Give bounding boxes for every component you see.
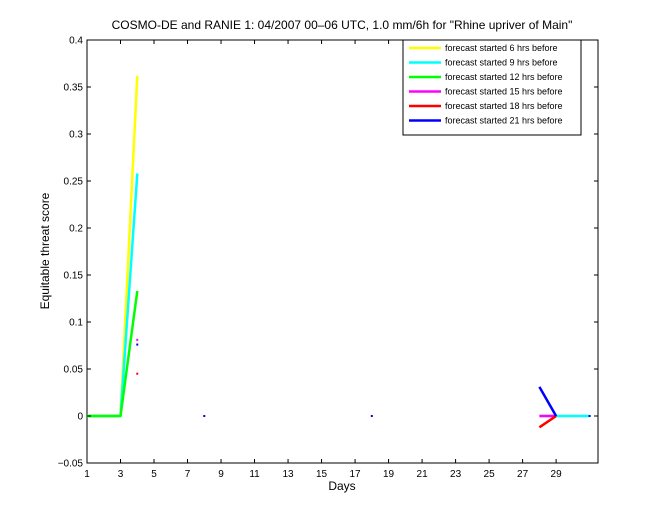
- legend-label: forecast started 18 hrs before: [445, 101, 563, 111]
- x-tick-label: 13: [282, 469, 294, 480]
- y-tick-label: 0.25: [64, 177, 84, 188]
- y-tick-label: 0.2: [69, 224, 83, 235]
- series-line: [538, 386, 558, 417]
- series-5: [136, 343, 591, 417]
- legend-label: forecast started 12 hrs before: [445, 72, 563, 82]
- x-tick-label: 1: [84, 469, 90, 480]
- legend-label: forecast started 15 hrs before: [445, 87, 563, 97]
- y-tick-label: 0.3: [69, 130, 83, 141]
- data-point: [588, 415, 591, 417]
- legend-label: forecast started 21 hrs before: [445, 116, 563, 126]
- x-tick-label: 15: [316, 469, 328, 480]
- x-tick-label: 21: [417, 469, 429, 480]
- series-2: [87, 290, 139, 418]
- x-tick-label: 29: [551, 469, 563, 480]
- x-tick-label: 11: [249, 469, 260, 480]
- x-tick-label: 3: [118, 469, 124, 480]
- x-tick-label: 19: [383, 469, 395, 480]
- y-tick-label: 0.4: [69, 36, 83, 47]
- data-point: [136, 338, 139, 341]
- y-tick-label: 0.35: [64, 83, 84, 94]
- chart-title: COSMO-DE and RANIE 1: 04/2007 00–06 UTC,…: [112, 18, 573, 32]
- data-point: [203, 415, 206, 417]
- x-tick-label: 23: [450, 469, 462, 480]
- x-tick-label: 7: [185, 469, 191, 480]
- legend-box: [402, 39, 582, 136]
- y-tick-label: 0: [77, 412, 83, 423]
- legend: forecast started 6 hrs before forecast st…: [402, 39, 582, 136]
- legend-label: forecast started 6 hrs before: [445, 43, 558, 53]
- x-axis-label: Days: [328, 479, 355, 493]
- data-point: [136, 343, 139, 346]
- ticks-layer: 1 3 5 7 9 11 13 15 17 19 21 23 25 27 29−0.0500.050.10.…: [58, 36, 598, 480]
- series-line: [538, 414, 557, 429]
- y-tick-label: 0.1: [69, 318, 83, 329]
- x-tick-label: 17: [350, 469, 362, 480]
- y-axis-label: Equitable threat score: [38, 192, 52, 309]
- series-line: [87, 290, 139, 418]
- y-tick-label: 0.15: [64, 271, 84, 282]
- x-tick-label: 9: [218, 469, 224, 480]
- y-tick-label: 0.05: [64, 365, 84, 376]
- series-layer: [87, 75, 591, 429]
- x-tick-label: 27: [517, 469, 529, 480]
- series-3: [136, 338, 557, 418]
- data-point: [136, 372, 139, 375]
- series-4: [136, 372, 557, 429]
- x-tick-label: 5: [151, 469, 157, 480]
- x-tick-label: 25: [484, 469, 496, 480]
- legend-label: forecast started 9 hrs before: [445, 58, 558, 68]
- y-tick-label: −0.05: [58, 459, 84, 470]
- data-point: [370, 415, 373, 417]
